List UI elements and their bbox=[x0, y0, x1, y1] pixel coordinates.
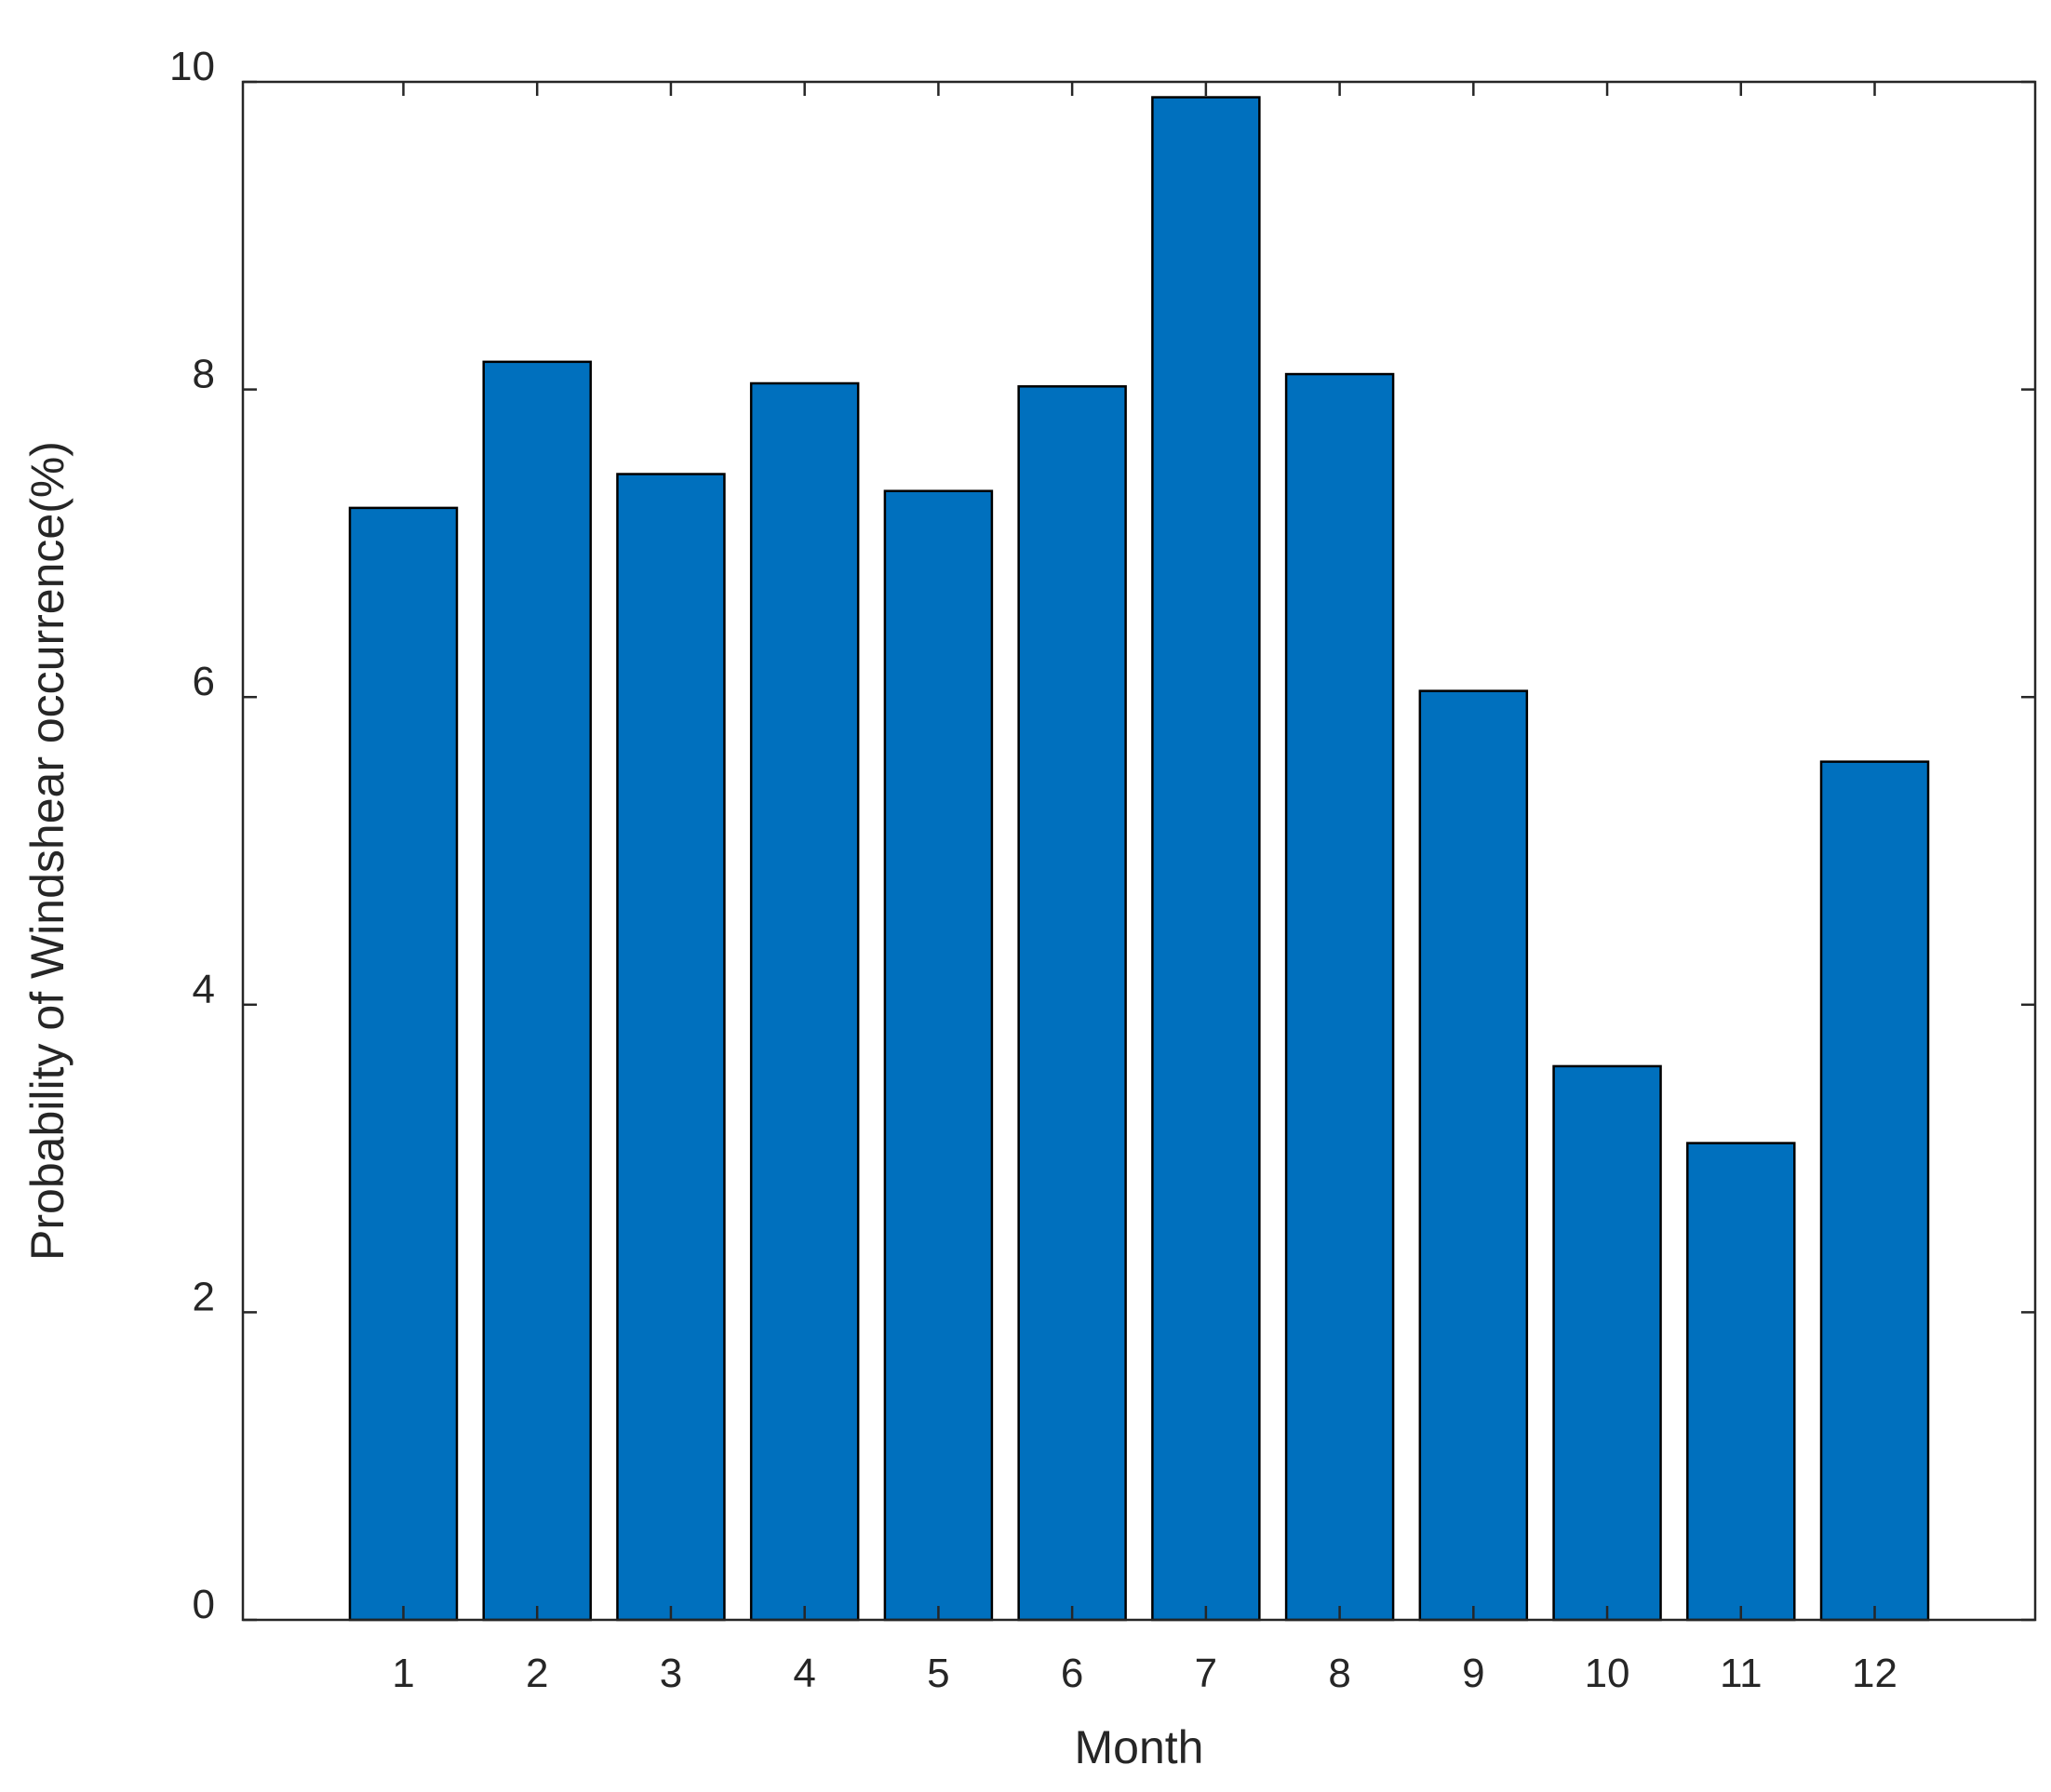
bar-month-1 bbox=[348, 506, 459, 1622]
x-tick-label: 9 bbox=[1462, 1651, 1484, 1696]
y-tick-label: 6 bbox=[193, 659, 215, 704]
x-tick-label: 12 bbox=[1852, 1651, 1897, 1696]
bar-month-7 bbox=[1151, 96, 1261, 1622]
bar-month-2 bbox=[482, 360, 592, 1622]
y-tick-label: 0 bbox=[193, 1582, 215, 1627]
bar-month-9 bbox=[1418, 689, 1529, 1622]
bar-month-11 bbox=[1686, 1142, 1796, 1622]
bar-month-8 bbox=[1284, 372, 1395, 1622]
x-tick-label: 10 bbox=[1585, 1651, 1630, 1696]
bar-month-3 bbox=[616, 473, 726, 1622]
bar-month-6 bbox=[1017, 385, 1127, 1622]
bar-month-4 bbox=[749, 381, 860, 1622]
bar-month-10 bbox=[1552, 1064, 1662, 1622]
y-tick-label: 4 bbox=[193, 967, 215, 1012]
x-tick-label: 11 bbox=[1720, 1651, 1763, 1696]
y-axis-label: Probability of Windshear occurrence(%) bbox=[21, 441, 74, 1261]
y-tick-label: 8 bbox=[193, 352, 215, 397]
x-tick-label: 8 bbox=[1328, 1651, 1350, 1696]
bar-month-5 bbox=[883, 489, 994, 1622]
x-tick-label: 6 bbox=[1061, 1651, 1083, 1696]
y-tick-label: 2 bbox=[193, 1274, 215, 1319]
x-axis-label: Month bbox=[1075, 1721, 1204, 1773]
x-tick-label: 3 bbox=[660, 1651, 682, 1696]
bars-group bbox=[348, 96, 1930, 1622]
x-tick-label: 2 bbox=[526, 1651, 548, 1696]
x-tick-label: 4 bbox=[793, 1651, 815, 1696]
plot-frame bbox=[241, 80, 2037, 1622]
bar-month-12 bbox=[1819, 760, 1930, 1622]
x-tick-label: 1 bbox=[392, 1651, 414, 1696]
x-tick-label: 5 bbox=[927, 1651, 949, 1696]
y-tick-label: 10 bbox=[169, 44, 215, 89]
x-tick-label: 7 bbox=[1195, 1651, 1217, 1696]
